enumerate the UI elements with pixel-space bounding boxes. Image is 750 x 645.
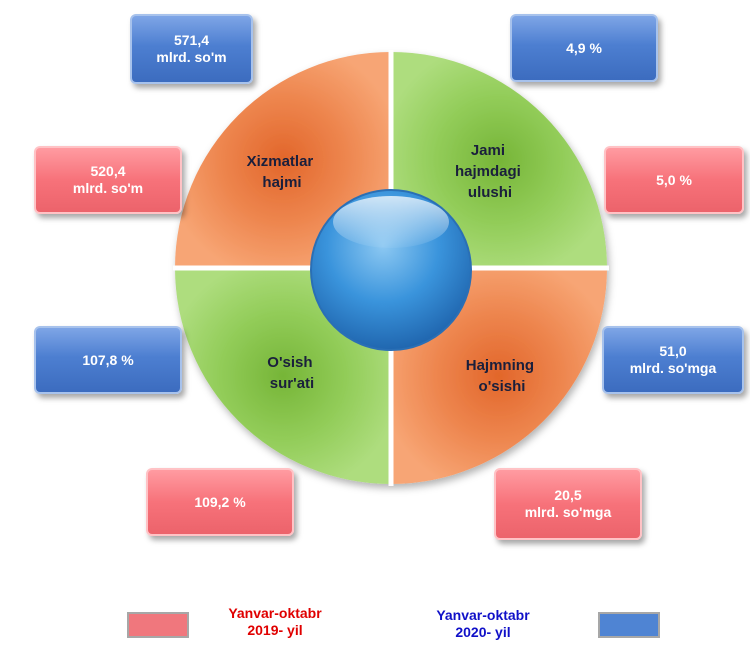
quadrant-label-share: Jami hajmdagi ulushi (455, 142, 525, 201)
volume-growth-2020-box: 51,0 mlrd. so'mga (602, 326, 744, 394)
growth-rate-2020-box: 107,8 % (34, 326, 182, 394)
services-2019-box: 520,4 mlrd. so'm (34, 146, 182, 214)
volume-growth-2019-box: 20,5 mlrd. so'mga (494, 468, 642, 540)
legend-swatch-2019 (127, 612, 189, 638)
quadrant-label-services: Xizmatlar hajmi (247, 153, 318, 191)
legend-label-2019: Yanvar-oktabr 2019- yil (228, 605, 322, 638)
services-2020-box: 571,4 mlrd. so'm (130, 14, 253, 84)
quadrant-label-volume-growth: Hajmning o'sishi (466, 357, 539, 395)
center-gloss (333, 196, 449, 248)
share-2019-box: 5,0 % (604, 146, 744, 214)
growth-rate-2019-box: 109,2 % (146, 468, 294, 536)
legend-label-2020: Yanvar-oktabr 2020- yil (436, 607, 530, 640)
share-2020-box: 4,9 % (510, 14, 658, 82)
quadrant-label-growth-rate: O'sish sur'ati (267, 354, 316, 392)
legend-swatch-2020 (598, 612, 660, 638)
